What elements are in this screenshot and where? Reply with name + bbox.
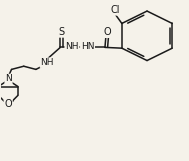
Text: S: S	[59, 27, 65, 37]
Text: NH: NH	[40, 58, 54, 67]
Text: NH: NH	[65, 42, 79, 51]
Text: O: O	[4, 99, 12, 109]
Text: HN: HN	[81, 42, 94, 51]
Text: O: O	[103, 27, 111, 37]
Text: N: N	[5, 75, 12, 84]
Text: Cl: Cl	[111, 5, 120, 15]
